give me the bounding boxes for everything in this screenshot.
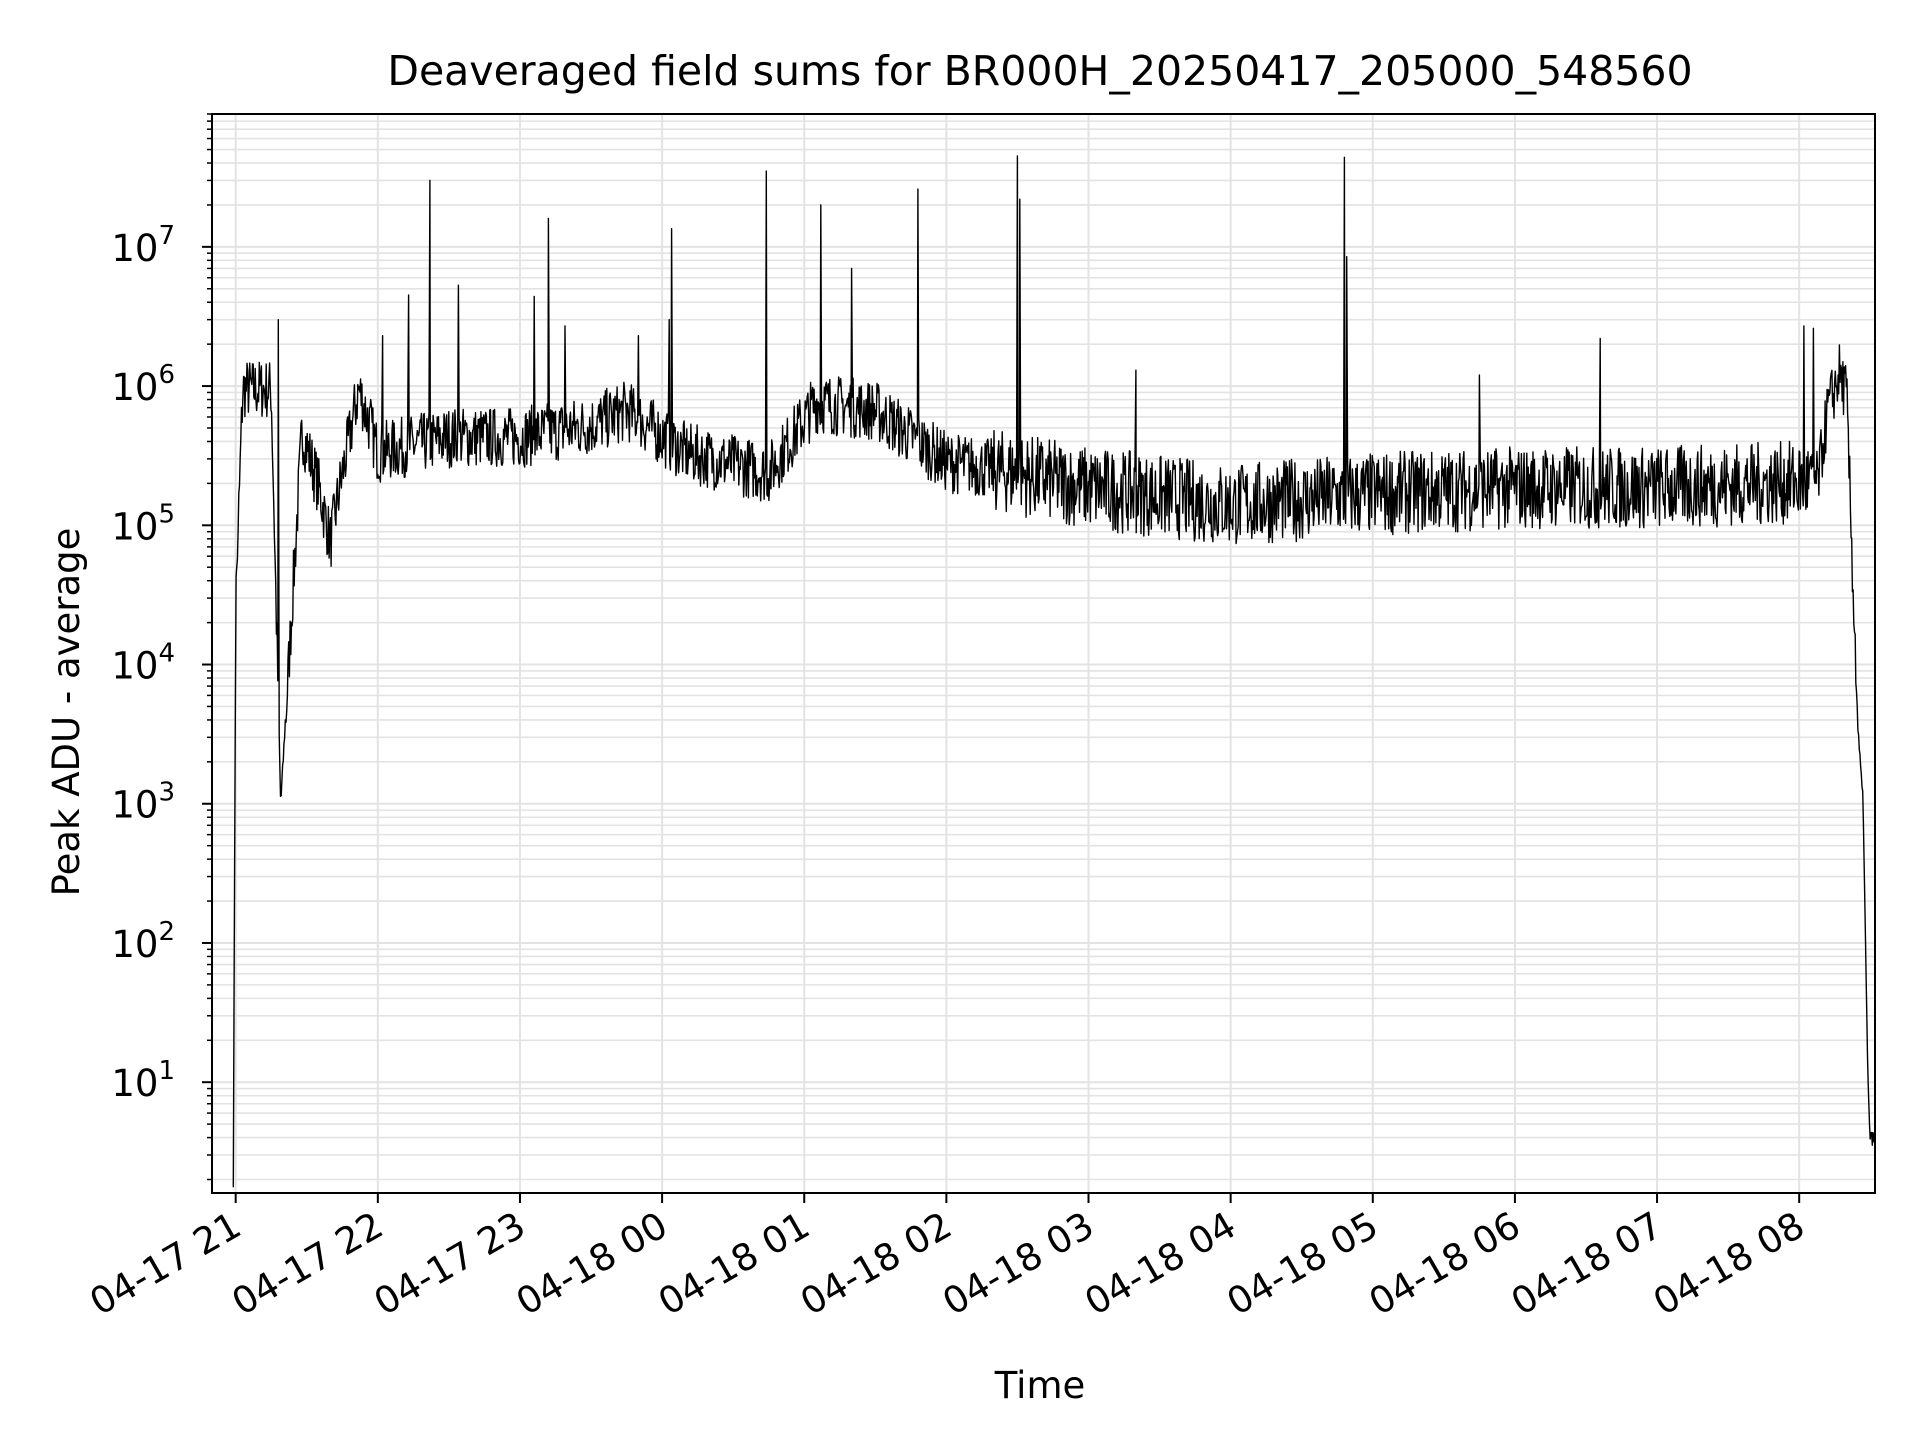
y-tick-label: 101 — [111, 1056, 175, 1105]
y-axis-label: Peak ADU - average — [45, 528, 88, 897]
series-line — [232, 155, 1876, 1188]
series-line-group — [232, 155, 1876, 1188]
y-tick-label: 103 — [111, 778, 175, 827]
y-tick-label: 105 — [111, 499, 175, 548]
y-tick-label: 106 — [111, 360, 175, 409]
chart-title: Deaveraged field sums for BR000H_2025041… — [387, 47, 1692, 95]
y-tick-label: 107 — [111, 221, 175, 270]
y-tick-label: 104 — [111, 639, 175, 688]
plot-frame — [211, 113, 1876, 1194]
y-tick-label: 102 — [111, 917, 175, 966]
x-axis-label: Time — [994, 1364, 1086, 1407]
y-axis-ticks: 101 102 103 104 105 106 107 — [111, 113, 212, 1181]
